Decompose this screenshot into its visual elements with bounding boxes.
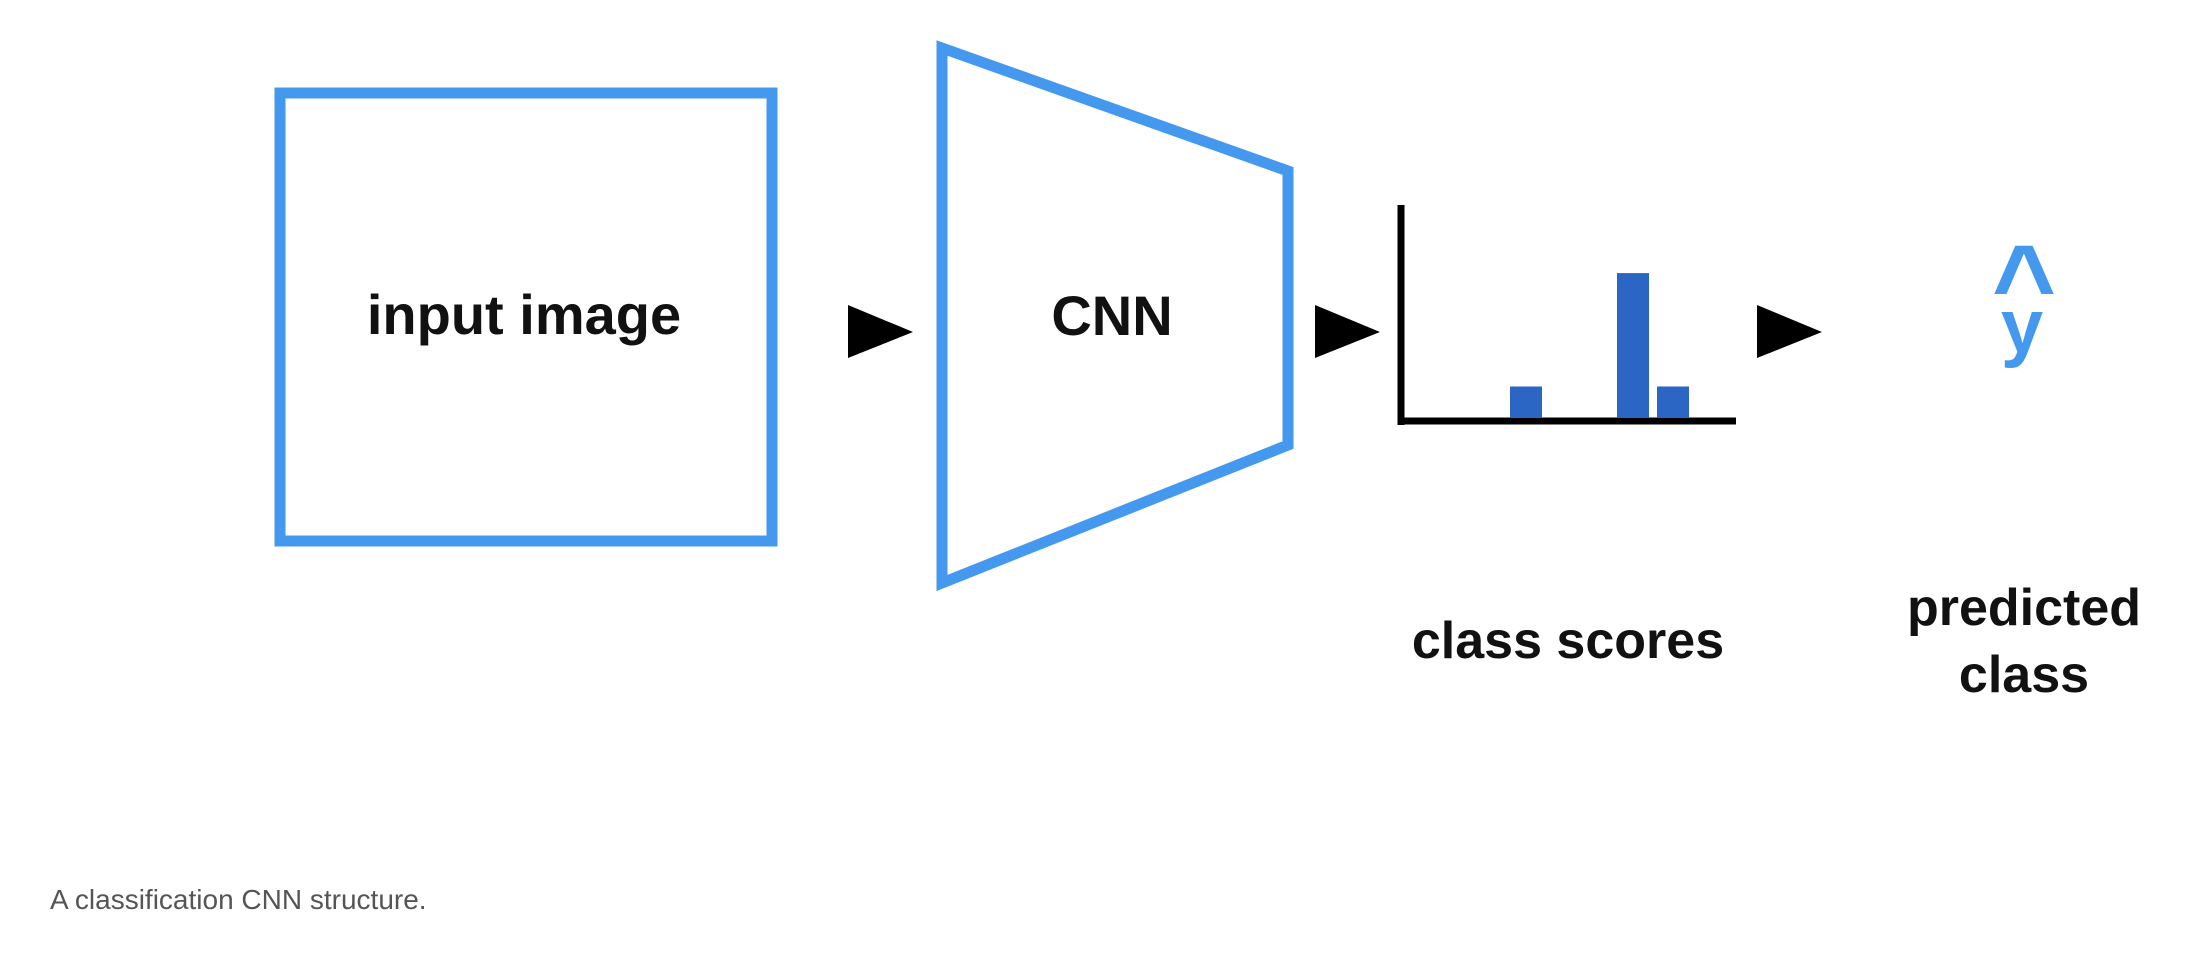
input-image-box xyxy=(274,87,778,547)
predicted-class-label-line2: class xyxy=(1959,646,2089,704)
y-hat-letter: y xyxy=(2001,284,2043,369)
arrow-to-prediction xyxy=(1757,305,1822,358)
class-scores-chart xyxy=(1397,205,1736,425)
figure-caption: A classification CNN structure. xyxy=(50,884,427,915)
cnn-label: CNN xyxy=(1051,284,1172,347)
score-bar-3 xyxy=(1657,386,1689,418)
input-image-label: input image xyxy=(367,283,681,346)
score-bar-1 xyxy=(1510,386,1542,418)
score-bar-2 xyxy=(1617,273,1649,418)
y-hat-caret: ^ xyxy=(1992,223,2056,346)
class-scores-label: class scores xyxy=(1412,612,1724,670)
score-bars xyxy=(1510,273,1689,418)
cnn-trapezoid xyxy=(936,40,1294,592)
arrow-to-cnn xyxy=(848,305,913,358)
predicted-class-label-line1: predicted xyxy=(1907,579,2141,637)
arrow-to-scores xyxy=(1315,305,1380,358)
